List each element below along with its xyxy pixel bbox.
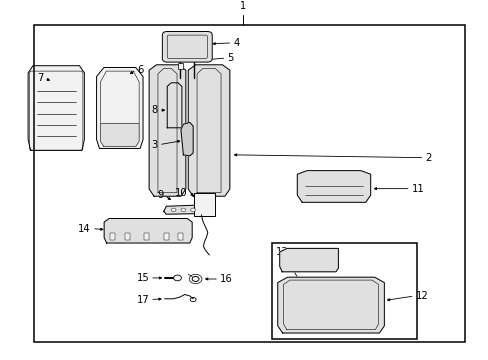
Text: 9: 9 (157, 190, 163, 201)
Text: 10: 10 (175, 188, 187, 198)
Text: 14: 14 (78, 224, 91, 234)
Text: 13: 13 (276, 247, 288, 257)
Polygon shape (101, 123, 139, 147)
Circle shape (190, 208, 195, 212)
Polygon shape (188, 65, 229, 196)
Text: 3: 3 (151, 140, 158, 150)
Polygon shape (96, 68, 142, 149)
Text: 5: 5 (227, 53, 233, 63)
Polygon shape (163, 205, 207, 214)
Polygon shape (297, 171, 370, 202)
FancyBboxPatch shape (162, 31, 212, 62)
Polygon shape (167, 83, 182, 128)
Text: 2: 2 (425, 153, 431, 163)
Text: 8: 8 (151, 105, 158, 115)
Bar (178, 233, 183, 240)
Bar (144, 233, 149, 240)
Polygon shape (181, 122, 193, 156)
Circle shape (173, 275, 181, 281)
Text: 15: 15 (136, 273, 149, 283)
Text: 1: 1 (240, 1, 245, 11)
Polygon shape (279, 248, 338, 272)
Bar (163, 233, 168, 240)
Text: 11: 11 (411, 184, 424, 194)
Bar (272, 243, 416, 339)
FancyBboxPatch shape (193, 193, 215, 216)
Bar (110, 233, 115, 240)
Bar (124, 233, 129, 240)
Polygon shape (277, 277, 384, 333)
Circle shape (181, 208, 185, 212)
Text: 4: 4 (233, 38, 239, 48)
Polygon shape (28, 66, 84, 150)
Bar (34, 25, 464, 342)
Circle shape (171, 208, 176, 212)
Text: 12: 12 (415, 291, 427, 301)
Polygon shape (104, 219, 192, 243)
Text: 17: 17 (136, 294, 149, 305)
Text: 7: 7 (37, 73, 43, 83)
Polygon shape (149, 65, 185, 196)
Bar (177, 63, 183, 69)
Text: 16: 16 (220, 274, 232, 284)
Text: 6: 6 (137, 65, 143, 75)
